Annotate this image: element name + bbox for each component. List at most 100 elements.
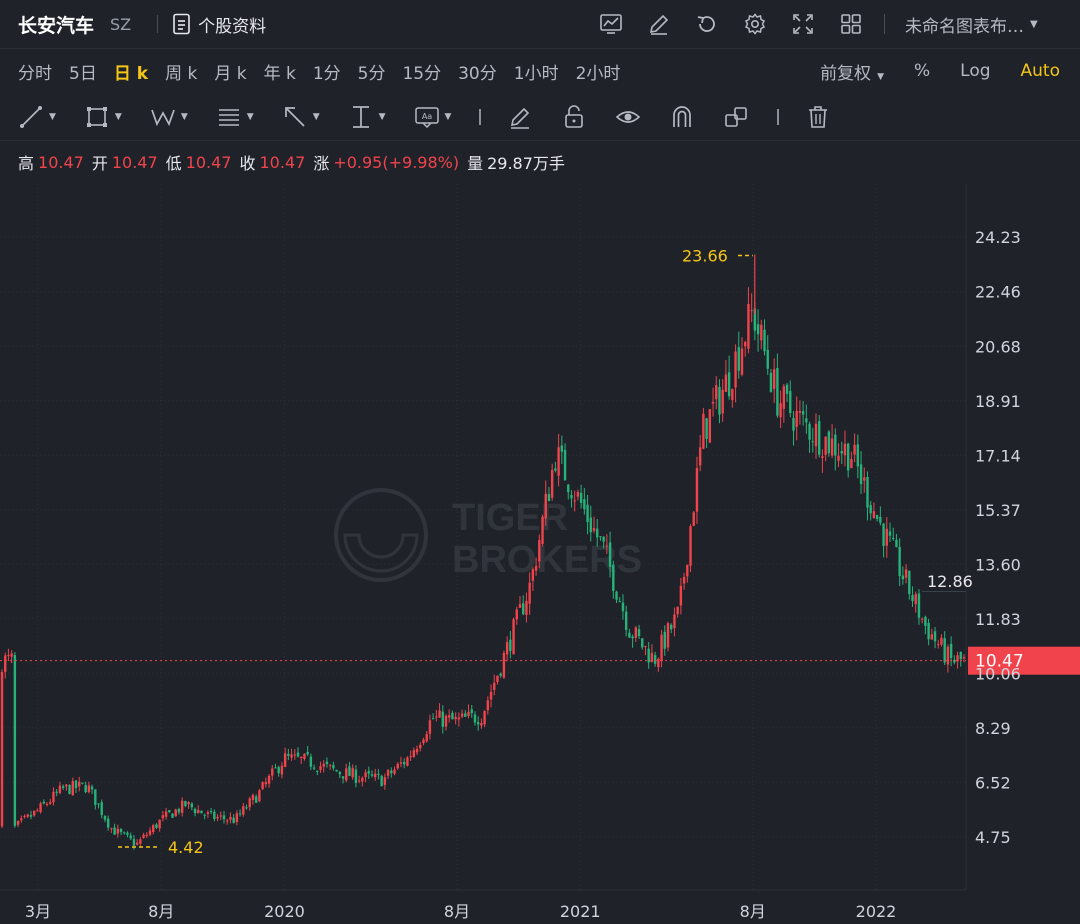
magnet-icon[interactable]: [669, 94, 695, 140]
adjust-selector[interactable]: 前复权 ▼: [820, 59, 884, 84]
candle-body: [322, 763, 325, 767]
fibonacci-icon[interactable]: ▼: [218, 109, 254, 126]
gear-icon[interactable]: [740, 9, 770, 39]
candle-body: [422, 739, 425, 744]
candle-body: [84, 785, 87, 793]
measure-icon[interactable]: ▼: [352, 106, 386, 128]
period-tab[interactable]: 5分: [357, 63, 386, 84]
candle-body: [300, 756, 303, 759]
candle-body: [547, 494, 551, 502]
y-tick-label: 22.46: [975, 283, 1021, 302]
candle-body: [621, 602, 625, 612]
candle-body: [596, 528, 599, 538]
candle-body: [209, 811, 213, 813]
period-tab[interactable]: 5日: [69, 63, 97, 84]
period-tab[interactable]: 2小时: [575, 63, 621, 84]
brush-icon[interactable]: [507, 94, 533, 140]
candle-body: [859, 464, 863, 484]
chart-indicator-icon[interactable]: [596, 9, 626, 39]
period-tab[interactable]: 30分: [458, 63, 497, 84]
candle-body: [515, 609, 518, 620]
y-tick-label: 18.91: [975, 392, 1021, 411]
candle-body: [792, 417, 795, 431]
candle-body: [541, 516, 544, 544]
period-tab[interactable]: 15分: [402, 63, 442, 84]
fullscreen-icon[interactable]: [788, 9, 818, 39]
percent-toggle[interactable]: %: [913, 61, 931, 81]
candle-body: [576, 491, 580, 497]
trend-line-icon[interactable]: ▼: [18, 94, 56, 140]
candle-body: [644, 646, 647, 648]
candle-body: [258, 790, 261, 802]
watermark-line1: TIGER: [452, 497, 568, 539]
group-objects-icon[interactable]: [723, 94, 749, 140]
lock-icon[interactable]: [561, 94, 587, 140]
candle-body: [325, 761, 329, 764]
rectangle-icon[interactable]: ▼: [84, 94, 122, 140]
candle-body: [341, 776, 345, 779]
open-label: 开: [91, 154, 108, 173]
period-tab[interactable]: 1小时: [513, 63, 559, 84]
chevron-down-icon[interactable]: ▼: [1030, 18, 1038, 30]
candle-body: [113, 827, 116, 835]
candle-body: [657, 658, 660, 668]
candle-body: [641, 638, 644, 648]
candle-body: [61, 786, 65, 788]
period-tab[interactable]: 1分: [312, 63, 341, 84]
candle-body: [534, 565, 538, 571]
log-toggle[interactable]: Log: [960, 61, 991, 81]
candle-body: [293, 754, 296, 756]
change-label: 涨: [313, 154, 330, 173]
refresh-icon[interactable]: [692, 9, 722, 39]
stock-info-link[interactable]: 个股资料: [198, 16, 267, 37]
grid-layout-icon[interactable]: [836, 9, 866, 39]
candle-body: [496, 675, 499, 683]
draw-pen-icon[interactable]: [644, 9, 674, 39]
candle-body: [927, 623, 930, 640]
layout-selector[interactable]: 未命名图表布…: [905, 16, 1024, 37]
candle-body: [187, 802, 190, 805]
candle-body: [364, 772, 367, 778]
candle-body: [97, 803, 100, 805]
candle-body: [769, 372, 773, 392]
candle-body: [451, 712, 454, 720]
period-tab[interactable]: 周 k: [165, 63, 198, 84]
candle-body: [579, 492, 583, 503]
candle-body: [71, 781, 74, 796]
text-note-icon[interactable]: Aa ▼: [414, 94, 451, 140]
candle-body: [425, 734, 428, 742]
candle-body: [650, 652, 654, 662]
candle-body: [4, 655, 7, 672]
ohlc-info: 高 10.47 开 10.47 低 10.47 收 10.47 涨 +0.95(+9.98…: [18, 140, 569, 184]
y-tick-label: 8.29: [975, 719, 1011, 738]
period-tab[interactable]: 月 k: [214, 63, 247, 84]
period-tab[interactable]: 日 k: [113, 63, 149, 84]
wave-pattern-icon[interactable]: ▼: [150, 94, 188, 140]
period-tab[interactable]: 年 k: [263, 63, 296, 84]
candle-body: [261, 782, 264, 790]
eye-icon[interactable]: [615, 94, 641, 140]
candle-body: [441, 711, 444, 727]
document-icon[interactable]: [172, 13, 192, 35]
auto-toggle[interactable]: Auto: [1020, 61, 1060, 81]
candle-body: [834, 434, 837, 456]
candle-body: [634, 627, 638, 638]
candle-body: [879, 517, 882, 523]
period-tab[interactable]: 分时: [18, 63, 52, 84]
high-value: 10.47: [38, 152, 84, 172]
candle-body: [637, 629, 641, 637]
trash-icon[interactable]: [805, 94, 831, 140]
candle-body: [689, 526, 692, 566]
candle-body: [734, 351, 737, 388]
candle-body: [592, 528, 596, 531]
high-marker-label: 23.66: [682, 247, 728, 266]
candle-body: [68, 784, 71, 794]
low-label: 低: [165, 154, 182, 173]
close-value: 10.47: [259, 152, 306, 172]
candle-body: [882, 523, 885, 547]
candle-body: [624, 611, 628, 630]
candle-body: [853, 444, 856, 455]
arrow-icon[interactable]: ▼: [282, 94, 320, 140]
candle-body: [666, 623, 670, 648]
